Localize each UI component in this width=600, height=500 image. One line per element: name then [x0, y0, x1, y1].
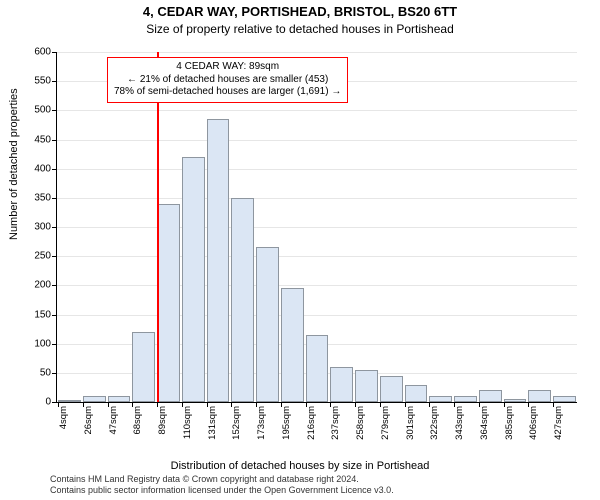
histogram-bar [479, 390, 502, 402]
x-tick-label: 385sqm [504, 406, 515, 440]
histogram-bar [207, 119, 230, 402]
x-tick-label: 406sqm [528, 406, 539, 440]
annotation-box: 4 CEDAR WAY: 89sqm← 21% of detached hous… [107, 57, 348, 103]
y-tick-label: 500 [34, 105, 51, 116]
attribution-line-1: Contains HM Land Registry data © Crown c… [50, 474, 394, 485]
histogram-bar [355, 370, 378, 402]
x-tick-label: 301sqm [405, 406, 416, 440]
histogram-bar [306, 335, 329, 402]
histogram-bar [405, 385, 428, 403]
histogram-bar [58, 400, 81, 402]
y-tick-label: 50 [40, 367, 51, 378]
y-tick-label: 250 [34, 251, 51, 262]
property-marker-line [157, 52, 159, 402]
histogram-bar [231, 198, 254, 402]
histogram-bar [132, 332, 155, 402]
y-tick-label: 550 [34, 76, 51, 87]
histogram-bar [83, 396, 106, 402]
y-tick-label: 600 [34, 47, 51, 58]
x-tick-label: 258sqm [355, 406, 366, 440]
x-tick-label: 195sqm [281, 406, 292, 440]
x-tick-label: 237sqm [330, 406, 341, 440]
histogram-bar [380, 376, 403, 402]
x-tick-label: 322sqm [429, 406, 440, 440]
y-tick-label: 400 [34, 163, 51, 174]
x-tick-label: 110sqm [182, 406, 193, 439]
x-tick-label: 279sqm [380, 406, 391, 440]
y-tick-label: 450 [34, 134, 51, 145]
x-tick-label: 47sqm [108, 406, 119, 435]
x-tick-label: 131sqm [207, 406, 218, 440]
subtitle: Size of property relative to detached ho… [0, 22, 600, 36]
x-tick-label: 173sqm [256, 406, 267, 440]
x-tick-label: 152sqm [231, 406, 242, 440]
histogram-bar [330, 367, 353, 402]
y-tick-label: 200 [34, 280, 51, 291]
histogram-bar [182, 157, 205, 402]
x-axis-label: Distribution of detached houses by size … [0, 460, 600, 472]
x-tick-label: 427sqm [553, 406, 564, 440]
x-tick-label: 26sqm [83, 406, 94, 435]
histogram-bar [553, 396, 576, 402]
x-tick-label: 89sqm [157, 406, 168, 435]
histogram-bar [281, 288, 304, 402]
histogram-bar [528, 390, 551, 402]
y-tick-label: 150 [34, 309, 51, 320]
x-tick-label: 216sqm [306, 406, 317, 440]
histogram-bar [504, 399, 527, 402]
histogram-bar [157, 204, 180, 402]
plot-area: 0501001502002503003504004505005506004sqm… [56, 52, 577, 403]
histogram-bar [256, 247, 279, 402]
y-tick-label: 100 [34, 338, 51, 349]
y-tick-mark [52, 402, 57, 403]
annotation-line-3: 78% of semi-detached houses are larger (… [114, 86, 341, 99]
attribution-text: Contains HM Land Registry data © Crown c… [50, 474, 394, 496]
histogram-bar [454, 396, 477, 402]
x-tick-label: 343sqm [454, 406, 465, 440]
address-title: 4, CEDAR WAY, PORTISHEAD, BRISTOL, BS20 … [0, 4, 600, 19]
y-tick-label: 0 [45, 397, 51, 408]
y-tick-label: 300 [34, 222, 51, 233]
x-tick-label: 68sqm [132, 406, 143, 435]
attribution-line-2: Contains public sector information licen… [50, 485, 394, 496]
histogram-bar [108, 396, 131, 402]
histogram-bar [429, 396, 452, 402]
bars-container [57, 52, 577, 402]
x-tick-label: 4sqm [58, 406, 69, 429]
annotation-line-2: ← 21% of detached houses are smaller (45… [114, 74, 341, 87]
y-tick-label: 350 [34, 192, 51, 203]
annotation-line-1: 4 CEDAR WAY: 89sqm [114, 61, 341, 74]
y-axis-label: Number of detached properties [8, 88, 20, 240]
x-tick-label: 364sqm [479, 406, 490, 440]
